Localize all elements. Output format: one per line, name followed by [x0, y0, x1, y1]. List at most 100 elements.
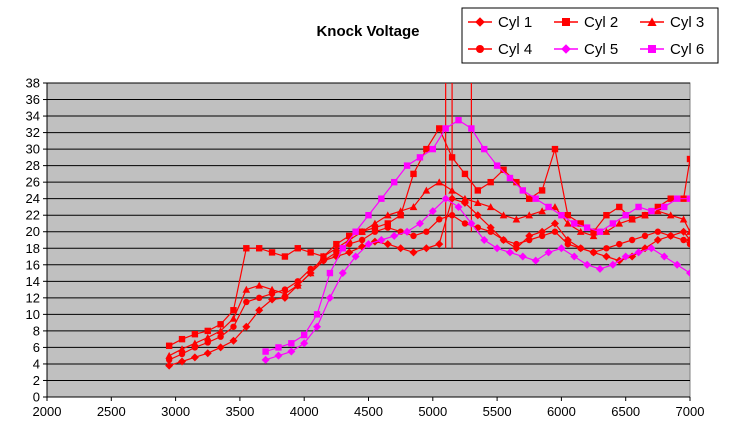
- data-point: [428, 207, 437, 216]
- data-point: [203, 349, 212, 358]
- data-point: [287, 347, 296, 356]
- legend-marker: [648, 45, 656, 53]
- data-point: [602, 227, 611, 235]
- legend-marker: [647, 17, 657, 26]
- data-point: [346, 232, 353, 240]
- data-point: [333, 249, 340, 256]
- legend-marker: [476, 45, 484, 53]
- data-point: [255, 306, 264, 315]
- data-point: [178, 335, 186, 343]
- data-point: [307, 249, 314, 256]
- data-point: [391, 178, 398, 186]
- data-point: [358, 236, 366, 244]
- data-point: [301, 331, 308, 339]
- data-point: [261, 355, 270, 364]
- data-point: [648, 207, 655, 215]
- data-point: [551, 228, 559, 235]
- data-point: [550, 219, 559, 228]
- data-point: [243, 298, 250, 306]
- data-point: [436, 125, 443, 132]
- data-point: [564, 240, 572, 248]
- data-point: [216, 343, 225, 352]
- x-tick-label: 4000: [290, 404, 319, 419]
- data-point: [686, 240, 690, 248]
- data-point: [570, 252, 579, 261]
- series-6: [262, 116, 690, 355]
- data-point: [564, 212, 572, 219]
- plot-background: [46, 82, 691, 398]
- data-point: [621, 252, 630, 261]
- x-tick-label: 3000: [161, 404, 190, 419]
- data-point: [538, 187, 546, 194]
- data-point: [383, 240, 392, 249]
- data-point: [654, 228, 662, 235]
- data-point: [203, 333, 212, 341]
- data-point: [441, 194, 450, 203]
- x-tick-label: 2000: [33, 404, 62, 419]
- data-point: [352, 228, 359, 235]
- data-point: [641, 211, 649, 219]
- data-point: [268, 295, 277, 304]
- data-point: [320, 257, 327, 264]
- data-layer: [165, 83, 690, 370]
- legend-marker: [561, 44, 571, 54]
- data-point: [281, 289, 289, 297]
- data-point: [364, 240, 373, 249]
- data-point: [274, 351, 283, 360]
- data-point: [338, 269, 347, 278]
- data-point: [325, 293, 334, 302]
- y-tick-label: 28: [26, 158, 40, 173]
- data-point: [378, 195, 385, 202]
- y-tick-label: 16: [26, 257, 40, 272]
- data-point: [499, 211, 508, 219]
- chart-title: Knock Voltage: [316, 23, 419, 40]
- data-point: [435, 178, 444, 186]
- y-tick-label: 4: [33, 356, 40, 371]
- data-point: [615, 219, 624, 227]
- data-point: [204, 339, 211, 346]
- data-point: [229, 314, 238, 322]
- data-point: [435, 240, 444, 249]
- series-4: [165, 212, 690, 364]
- data-point: [262, 348, 269, 355]
- data-point: [268, 290, 276, 297]
- data-point: [525, 211, 534, 219]
- data-point: [371, 228, 379, 235]
- data-point: [403, 227, 412, 236]
- x-tick-label: 6000: [547, 404, 576, 419]
- legend-item: Cyl 2: [554, 14, 618, 31]
- legend-label: Cyl 1: [498, 14, 532, 31]
- data-point: [609, 220, 617, 227]
- data-point: [622, 212, 629, 219]
- data-point: [294, 278, 301, 285]
- data-point: [429, 145, 436, 153]
- y-tick-label: 38: [26, 76, 40, 91]
- y-tick-label: 32: [26, 125, 40, 140]
- data-point: [461, 170, 469, 178]
- data-point: [268, 249, 276, 256]
- data-point: [243, 245, 250, 252]
- data-point: [313, 311, 321, 318]
- data-point: [191, 344, 199, 351]
- legend-item: Cyl 1: [468, 14, 532, 31]
- data-point: [603, 245, 610, 252]
- data-point: [300, 339, 309, 348]
- data-point: [603, 212, 610, 219]
- data-point: [242, 322, 251, 331]
- data-point: [333, 240, 340, 248]
- data-point: [473, 211, 482, 220]
- data-point: [628, 215, 636, 223]
- legend-item: Cyl 4: [468, 41, 532, 58]
- data-point: [654, 203, 662, 211]
- data-point: [242, 285, 251, 293]
- y-tick-label: 24: [26, 191, 40, 206]
- data-point: [410, 232, 417, 240]
- data-point: [448, 194, 457, 203]
- data-point: [255, 294, 263, 302]
- x-tick-label: 5000: [418, 404, 447, 419]
- y-tick-label: 10: [26, 307, 40, 322]
- data-point: [544, 248, 553, 257]
- data-point: [455, 116, 462, 124]
- data-point: [467, 219, 476, 228]
- legend-item: Cyl 6: [640, 41, 704, 58]
